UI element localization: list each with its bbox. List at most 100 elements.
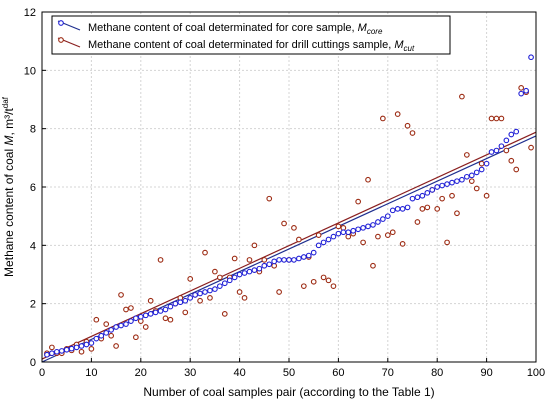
data-point [300, 254, 307, 260]
data-point [231, 255, 238, 262]
data-point [508, 157, 515, 164]
x-tick-label: 90 [480, 367, 492, 379]
data-point [483, 160, 490, 167]
data-point [246, 257, 253, 263]
data-point [212, 286, 218, 292]
data-point [414, 194, 421, 201]
data-point [103, 321, 110, 327]
data-point [315, 232, 322, 238]
data-point [212, 268, 218, 275]
y-axis-title-sup: daf [1, 96, 10, 108]
data-point [276, 289, 282, 295]
data-point [103, 329, 110, 336]
data-point [78, 348, 85, 355]
legend-label: Methane content of coal determinated for… [88, 22, 383, 36]
data-point [192, 292, 198, 298]
data-point [197, 290, 203, 297]
data-point [162, 315, 169, 322]
data-point [380, 216, 386, 222]
data-point [409, 130, 416, 136]
data-point [216, 283, 223, 290]
data-point [463, 173, 470, 180]
data-point [523, 87, 529, 94]
data-point [508, 131, 515, 138]
data-point [58, 348, 65, 354]
x-tick-label: 100 [527, 367, 545, 379]
data-point [251, 242, 258, 249]
data-point [187, 294, 194, 301]
data-point [330, 233, 337, 240]
data-point [261, 262, 268, 269]
trend-line [41, 131, 537, 360]
data-point [202, 249, 208, 256]
data-point [172, 300, 179, 307]
data-point [83, 341, 90, 348]
data-point [108, 327, 115, 333]
data-point [296, 255, 302, 262]
data-point [286, 257, 292, 263]
data-point [133, 334, 139, 341]
data-point [439, 182, 445, 189]
data-point [207, 287, 213, 294]
data-point [291, 224, 297, 231]
data-point [93, 316, 100, 323]
data-point [449, 192, 455, 199]
y-axis-title-main: Methane content of coal [2, 146, 16, 277]
data-point [513, 166, 520, 173]
data-point [291, 257, 297, 263]
data-point [73, 344, 80, 351]
x-tick-label: 30 [184, 367, 196, 379]
data-point [157, 257, 164, 263]
data-point [498, 115, 505, 122]
data-point [113, 324, 119, 330]
y-axis-title: Methane content of coal M, m³/tdaf [1, 96, 16, 277]
data-point [162, 306, 169, 313]
data-point [454, 178, 460, 185]
data-point [202, 289, 208, 295]
data-point [93, 335, 100, 342]
data-point [221, 280, 228, 287]
legend: Methane content of coal determinated for… [51, 15, 451, 55]
data-point [429, 187, 436, 193]
data-point [404, 204, 411, 211]
y-axis-title-italic: M [2, 136, 16, 146]
data-point [355, 198, 362, 205]
data-point [236, 289, 243, 295]
data-point [167, 316, 174, 323]
y-tick-label: 10 [24, 65, 36, 77]
y-tick-label: 4 [30, 240, 36, 252]
data-point [459, 176, 465, 183]
data-point [449, 179, 455, 186]
data-point [216, 274, 223, 281]
y-tick-label: 8 [30, 124, 36, 136]
data-point [365, 176, 371, 183]
data-point [493, 115, 500, 122]
data-point [123, 321, 129, 327]
data-point [241, 294, 248, 301]
data-point [399, 206, 406, 212]
data-point [380, 115, 386, 122]
data-point [335, 223, 342, 230]
x-tick-label: 50 [283, 367, 295, 379]
data-point [261, 257, 268, 263]
data-point [424, 204, 431, 211]
data-point [271, 258, 278, 265]
y-axis-title-unit: , m³/t [2, 108, 16, 136]
data-point [335, 230, 342, 237]
data-point [325, 236, 332, 243]
data-point [444, 239, 450, 246]
data-point [375, 219, 381, 225]
y-tick-label: 2 [30, 299, 36, 311]
data-points [44, 54, 534, 358]
data-point [370, 222, 376, 228]
data-point [478, 166, 485, 173]
data-point [513, 128, 520, 135]
data-point [360, 224, 366, 231]
data-point [498, 143, 505, 150]
y-tick-label: 12 [24, 7, 36, 19]
data-point [226, 277, 233, 284]
data-point [409, 195, 416, 202]
data-point [384, 213, 391, 220]
x-tick-label: 0 [39, 367, 45, 379]
